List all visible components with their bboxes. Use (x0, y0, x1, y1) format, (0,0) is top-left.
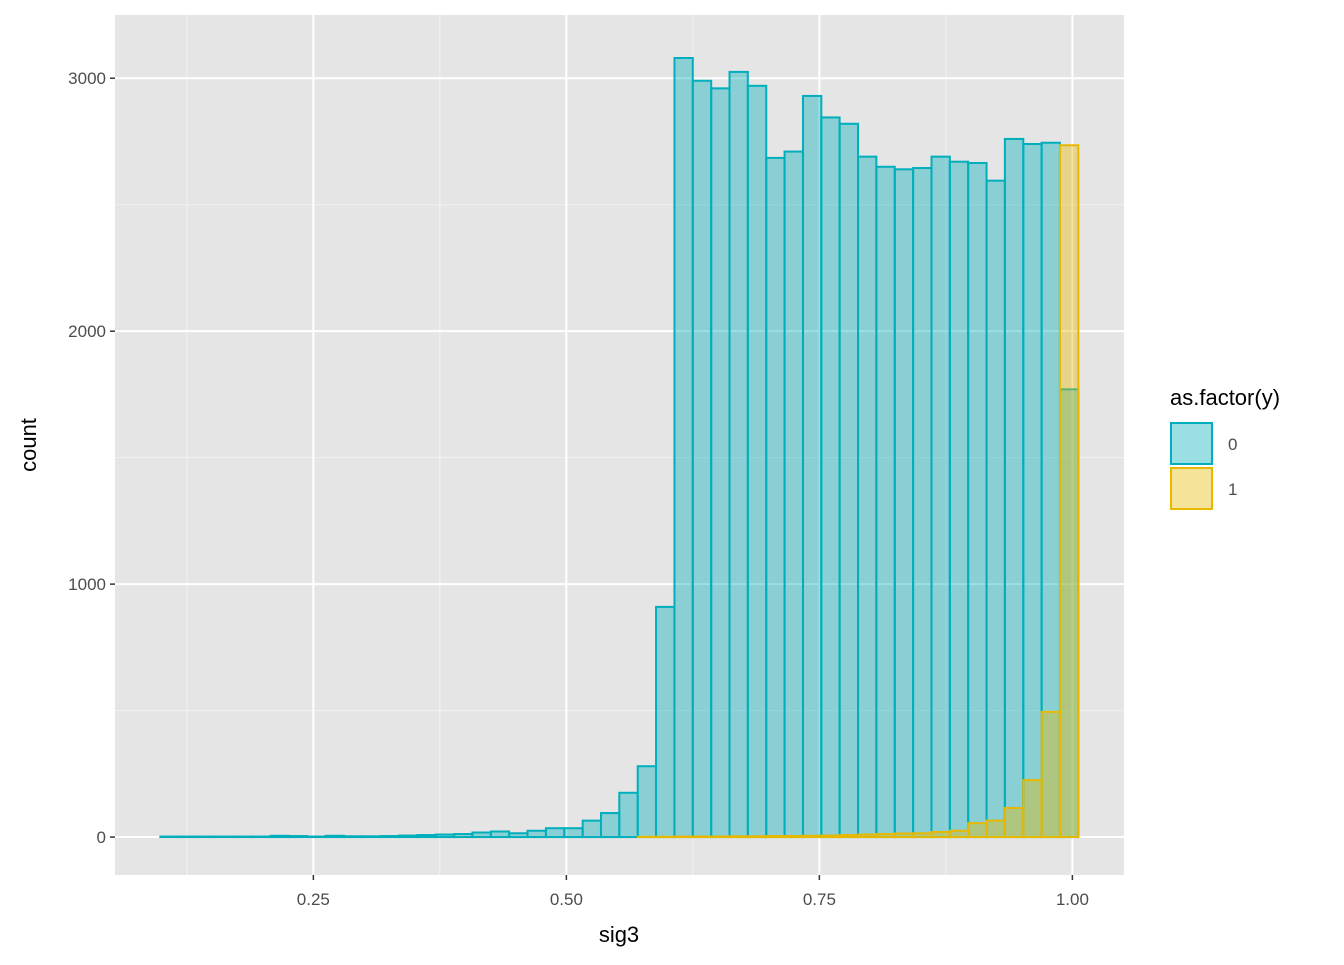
bar (215, 837, 233, 838)
bar (179, 837, 197, 838)
y-tick-label: 2000 (68, 322, 106, 341)
bar (1023, 780, 1041, 837)
bar (583, 821, 601, 837)
bar (785, 836, 803, 837)
bar (858, 157, 876, 837)
bar (656, 607, 674, 837)
bar (271, 836, 289, 837)
bar (638, 766, 656, 837)
x-tick-label: 1.00 (1056, 890, 1089, 909)
bar (895, 169, 913, 837)
bar (840, 835, 858, 837)
bar (876, 834, 894, 837)
bar (913, 168, 931, 837)
bar (509, 833, 527, 837)
bar (1023, 144, 1041, 837)
bar (840, 124, 858, 837)
x-axis-title: sig3 (599, 922, 639, 947)
bar (362, 836, 380, 837)
bar (564, 828, 582, 837)
bar (344, 836, 362, 837)
bar (803, 96, 821, 837)
y-axis-title: count (16, 418, 41, 472)
bar (307, 837, 325, 838)
bar (491, 831, 509, 837)
bar (748, 836, 766, 837)
bar (730, 836, 748, 837)
bar (1005, 808, 1023, 837)
bar (528, 831, 546, 837)
bar (619, 793, 637, 837)
bar (730, 72, 748, 837)
bar (766, 836, 784, 837)
x-tick-label: 0.25 (297, 890, 330, 909)
bar (987, 821, 1005, 837)
bar (160, 837, 178, 838)
bar (950, 831, 968, 837)
bar (1005, 139, 1023, 837)
bar (858, 835, 876, 838)
bar (711, 837, 729, 838)
bar (674, 837, 692, 838)
bar (693, 81, 711, 837)
legend-title: as.factor(y) (1170, 385, 1280, 410)
bar (436, 835, 454, 838)
bar (950, 162, 968, 837)
bar (693, 837, 711, 838)
bar (674, 58, 692, 837)
bar (803, 836, 821, 837)
bar (987, 181, 1005, 837)
bar (932, 832, 950, 837)
bar (913, 833, 931, 837)
bar (932, 157, 950, 837)
legend-label: 1 (1228, 480, 1237, 499)
bar (1060, 145, 1078, 837)
y-tick-label: 0 (97, 828, 106, 847)
bar (252, 837, 270, 838)
bar (289, 836, 307, 837)
bar (417, 835, 435, 837)
bar (968, 823, 986, 837)
bar (876, 167, 894, 837)
legend-label: 0 (1228, 435, 1237, 454)
bar (785, 152, 803, 837)
bar (1042, 712, 1060, 837)
bar (197, 837, 215, 838)
bar (326, 836, 344, 837)
bar (711, 88, 729, 837)
y-tick-label: 1000 (68, 575, 106, 594)
x-tick-label: 0.50 (550, 890, 583, 909)
bar (766, 158, 784, 837)
x-tick-label: 0.75 (803, 890, 836, 909)
legend-key (1171, 468, 1212, 509)
bar (748, 86, 766, 837)
bar (821, 836, 839, 838)
bar (546, 828, 564, 837)
bar (454, 834, 472, 837)
bar (821, 117, 839, 837)
bar (381, 836, 399, 837)
bar (895, 834, 913, 838)
bar (399, 836, 417, 838)
bar (968, 163, 986, 837)
bar (234, 837, 252, 838)
legend-key (1171, 423, 1212, 464)
y-tick-label: 3000 (68, 69, 106, 88)
bar (472, 833, 490, 838)
bar (601, 813, 619, 837)
